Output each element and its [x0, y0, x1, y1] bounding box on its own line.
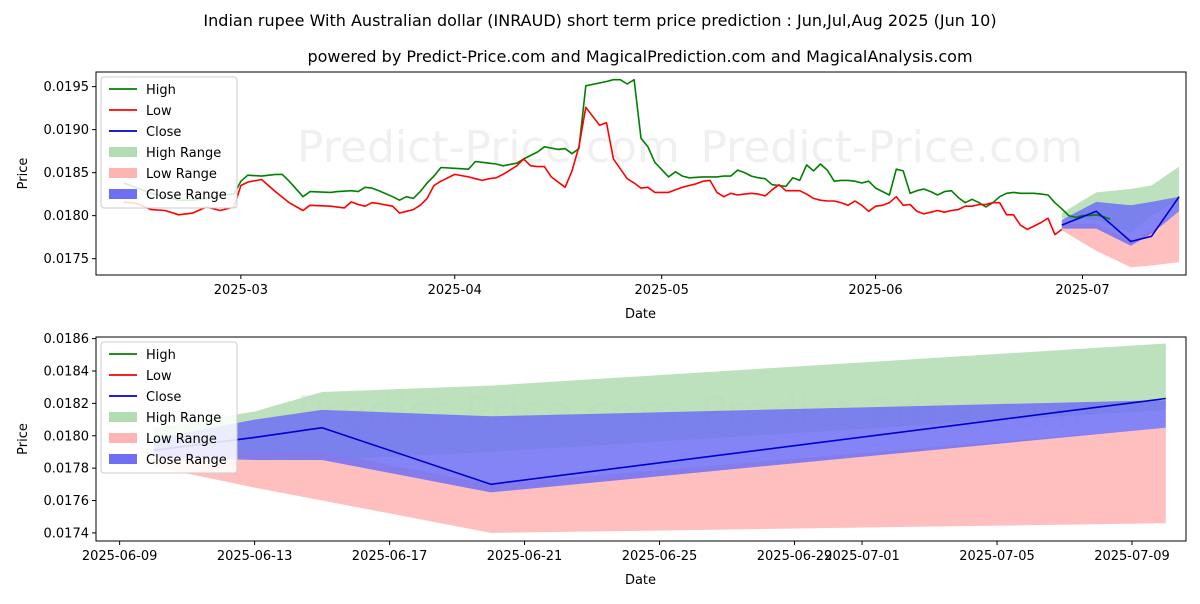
legend-label-high: High — [146, 348, 176, 363]
y-tick-label: 0.0174 — [44, 526, 90, 541]
legend-label-close-range: Close Range — [146, 453, 227, 468]
y-tick-label: 0.0175 — [44, 252, 90, 267]
x-tick-label: 2025-07-01 — [824, 549, 900, 564]
x-tick-label: 2025-07 — [1055, 283, 1109, 298]
y-tick-label: 0.0195 — [44, 80, 90, 95]
plot-frame — [95, 71, 1187, 276]
chart-panel-2: Predict-Price.comPredict-Price.com0.0174… — [16, 332, 1187, 588]
y-tick-label: 0.0185 — [44, 166, 90, 181]
y-tick-label: 0.0176 — [44, 494, 90, 509]
x-tick-label: 2025-06-09 — [82, 549, 158, 564]
high-line — [123, 78, 1111, 220]
plot-frame — [95, 336, 1187, 542]
chart-panel-1: Predict-Price.com Predict-Price.com 0.0175… — [16, 71, 1187, 322]
y-tick-label: 0.0180 — [44, 429, 90, 444]
y-tick-label: 0.0184 — [44, 365, 90, 380]
x-axis-label: Date — [625, 573, 656, 588]
legend-swatch-high-range — [109, 412, 137, 422]
legend-label-close-range: Close Range — [146, 188, 227, 203]
legend-swatch-high-range — [109, 147, 137, 157]
legend-swatch-close-range — [109, 454, 137, 464]
watermark-text: Predict-Price.com — [297, 122, 680, 173]
chart-subtitle: powered by Predict-Price.com and Magical… — [307, 47, 972, 66]
y-axis-label: Price — [16, 423, 31, 455]
x-tick-label: 2025-06-29 — [757, 549, 833, 564]
legend-label-close: Close — [146, 125, 181, 140]
y-tick-label: 0.0182 — [44, 397, 90, 412]
legend-label-low: Low — [146, 369, 172, 384]
x-tick-label: 2025-06-21 — [487, 549, 563, 564]
y-axis-label: Price — [16, 158, 31, 190]
x-tick-label: 2025-07-09 — [1094, 549, 1170, 564]
y-tick-label: 0.0178 — [44, 462, 90, 477]
y-tick-label: 0.0190 — [44, 123, 90, 138]
x-axis-label: Date — [625, 307, 656, 322]
legend-label-low-range: Low Range — [146, 432, 217, 447]
y-tick-label: 0.0186 — [44, 332, 90, 347]
legend-label-close: Close — [146, 390, 181, 405]
legend-label-low: Low — [146, 104, 172, 119]
y-tick-label: 0.0180 — [44, 209, 90, 224]
legend-swatch-close-range — [109, 189, 137, 199]
watermark-text: Predict-Price.com — [700, 122, 1083, 173]
legend: High Low Close High Range Low Range Close Ran… — [100, 76, 238, 209]
chart-title: Indian rupee With Australian dollar (INR… — [203, 11, 996, 30]
x-tick-label: 2025-06-25 — [622, 549, 698, 564]
x-tick-label: 2025-04 — [428, 283, 482, 298]
legend-label-high: High — [146, 83, 176, 98]
legend: High Low Close High Range Low Range Close Ran… — [100, 341, 238, 474]
close-range-band — [1061, 196, 1180, 246]
low-line — [123, 106, 1063, 236]
x-tick-label: 2025-03 — [214, 283, 268, 298]
x-tick-label: 2025-06 — [848, 283, 902, 298]
close-range-band — [153, 400, 1166, 493]
close-line — [1061, 196, 1180, 243]
low-range-band — [153, 427, 1166, 533]
legend-label-high-range: High Range — [146, 411, 221, 426]
legend-label-low-range: Low Range — [146, 167, 217, 182]
x-tick-label: 2025-05 — [635, 283, 689, 298]
x-tick-label: 2025-06-17 — [352, 549, 428, 564]
legend-label-high-range: High Range — [146, 146, 221, 161]
x-tick-label: 2025-06-13 — [217, 549, 293, 564]
x-tick-label: 2025-07-05 — [959, 549, 1035, 564]
legend-swatch-low-range — [109, 433, 137, 443]
legend-swatch-low-range — [109, 168, 137, 178]
